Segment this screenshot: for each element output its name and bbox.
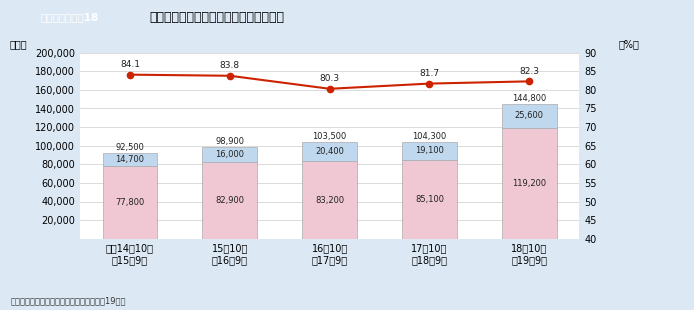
Text: 81.7: 81.7 <box>419 69 439 78</box>
Text: 92,500: 92,500 <box>115 143 144 152</box>
Text: （人）: （人） <box>10 39 28 49</box>
Text: 83,200: 83,200 <box>315 196 344 205</box>
Bar <box>203 147 257 162</box>
Text: 85,100: 85,100 <box>415 195 444 204</box>
Text: 82,900: 82,900 <box>215 196 244 205</box>
Text: 84.1: 84.1 <box>120 60 140 69</box>
Bar <box>103 153 158 166</box>
Bar <box>103 166 158 239</box>
Bar <box>402 142 457 160</box>
Bar <box>302 161 357 239</box>
Text: 98,900: 98,900 <box>215 137 244 146</box>
Text: 103,500: 103,500 <box>312 132 347 141</box>
Text: 20,400: 20,400 <box>315 147 344 156</box>
Text: 25,600: 25,600 <box>515 111 544 121</box>
Text: 図１－２－３－18: 図１－２－３－18 <box>40 12 99 22</box>
Bar <box>402 160 457 239</box>
Text: 80.3: 80.3 <box>320 74 339 83</box>
Text: 資料：総務省「就業構造基本調査」（平成19年）: 資料：総務省「就業構造基本調査」（平成19年） <box>10 296 126 305</box>
Text: 19,100: 19,100 <box>415 146 444 155</box>
Text: 83.8: 83.8 <box>220 61 240 70</box>
Text: 介護・看護を理由に離職・転職した人数: 介護・看護を理由に離職・転職した人数 <box>150 11 285 24</box>
Text: 104,300: 104,300 <box>412 131 447 140</box>
Text: 119,200: 119,200 <box>512 179 546 188</box>
Bar <box>502 104 557 128</box>
Bar <box>302 142 357 161</box>
Text: 144,800: 144,800 <box>512 94 546 103</box>
Text: 14,700: 14,700 <box>115 155 144 164</box>
Text: 82.3: 82.3 <box>519 67 539 76</box>
Bar <box>203 162 257 239</box>
Bar <box>502 128 557 239</box>
Text: 77,800: 77,800 <box>115 198 144 207</box>
Text: 16,000: 16,000 <box>215 150 244 159</box>
Text: （%）: （%） <box>618 39 639 49</box>
